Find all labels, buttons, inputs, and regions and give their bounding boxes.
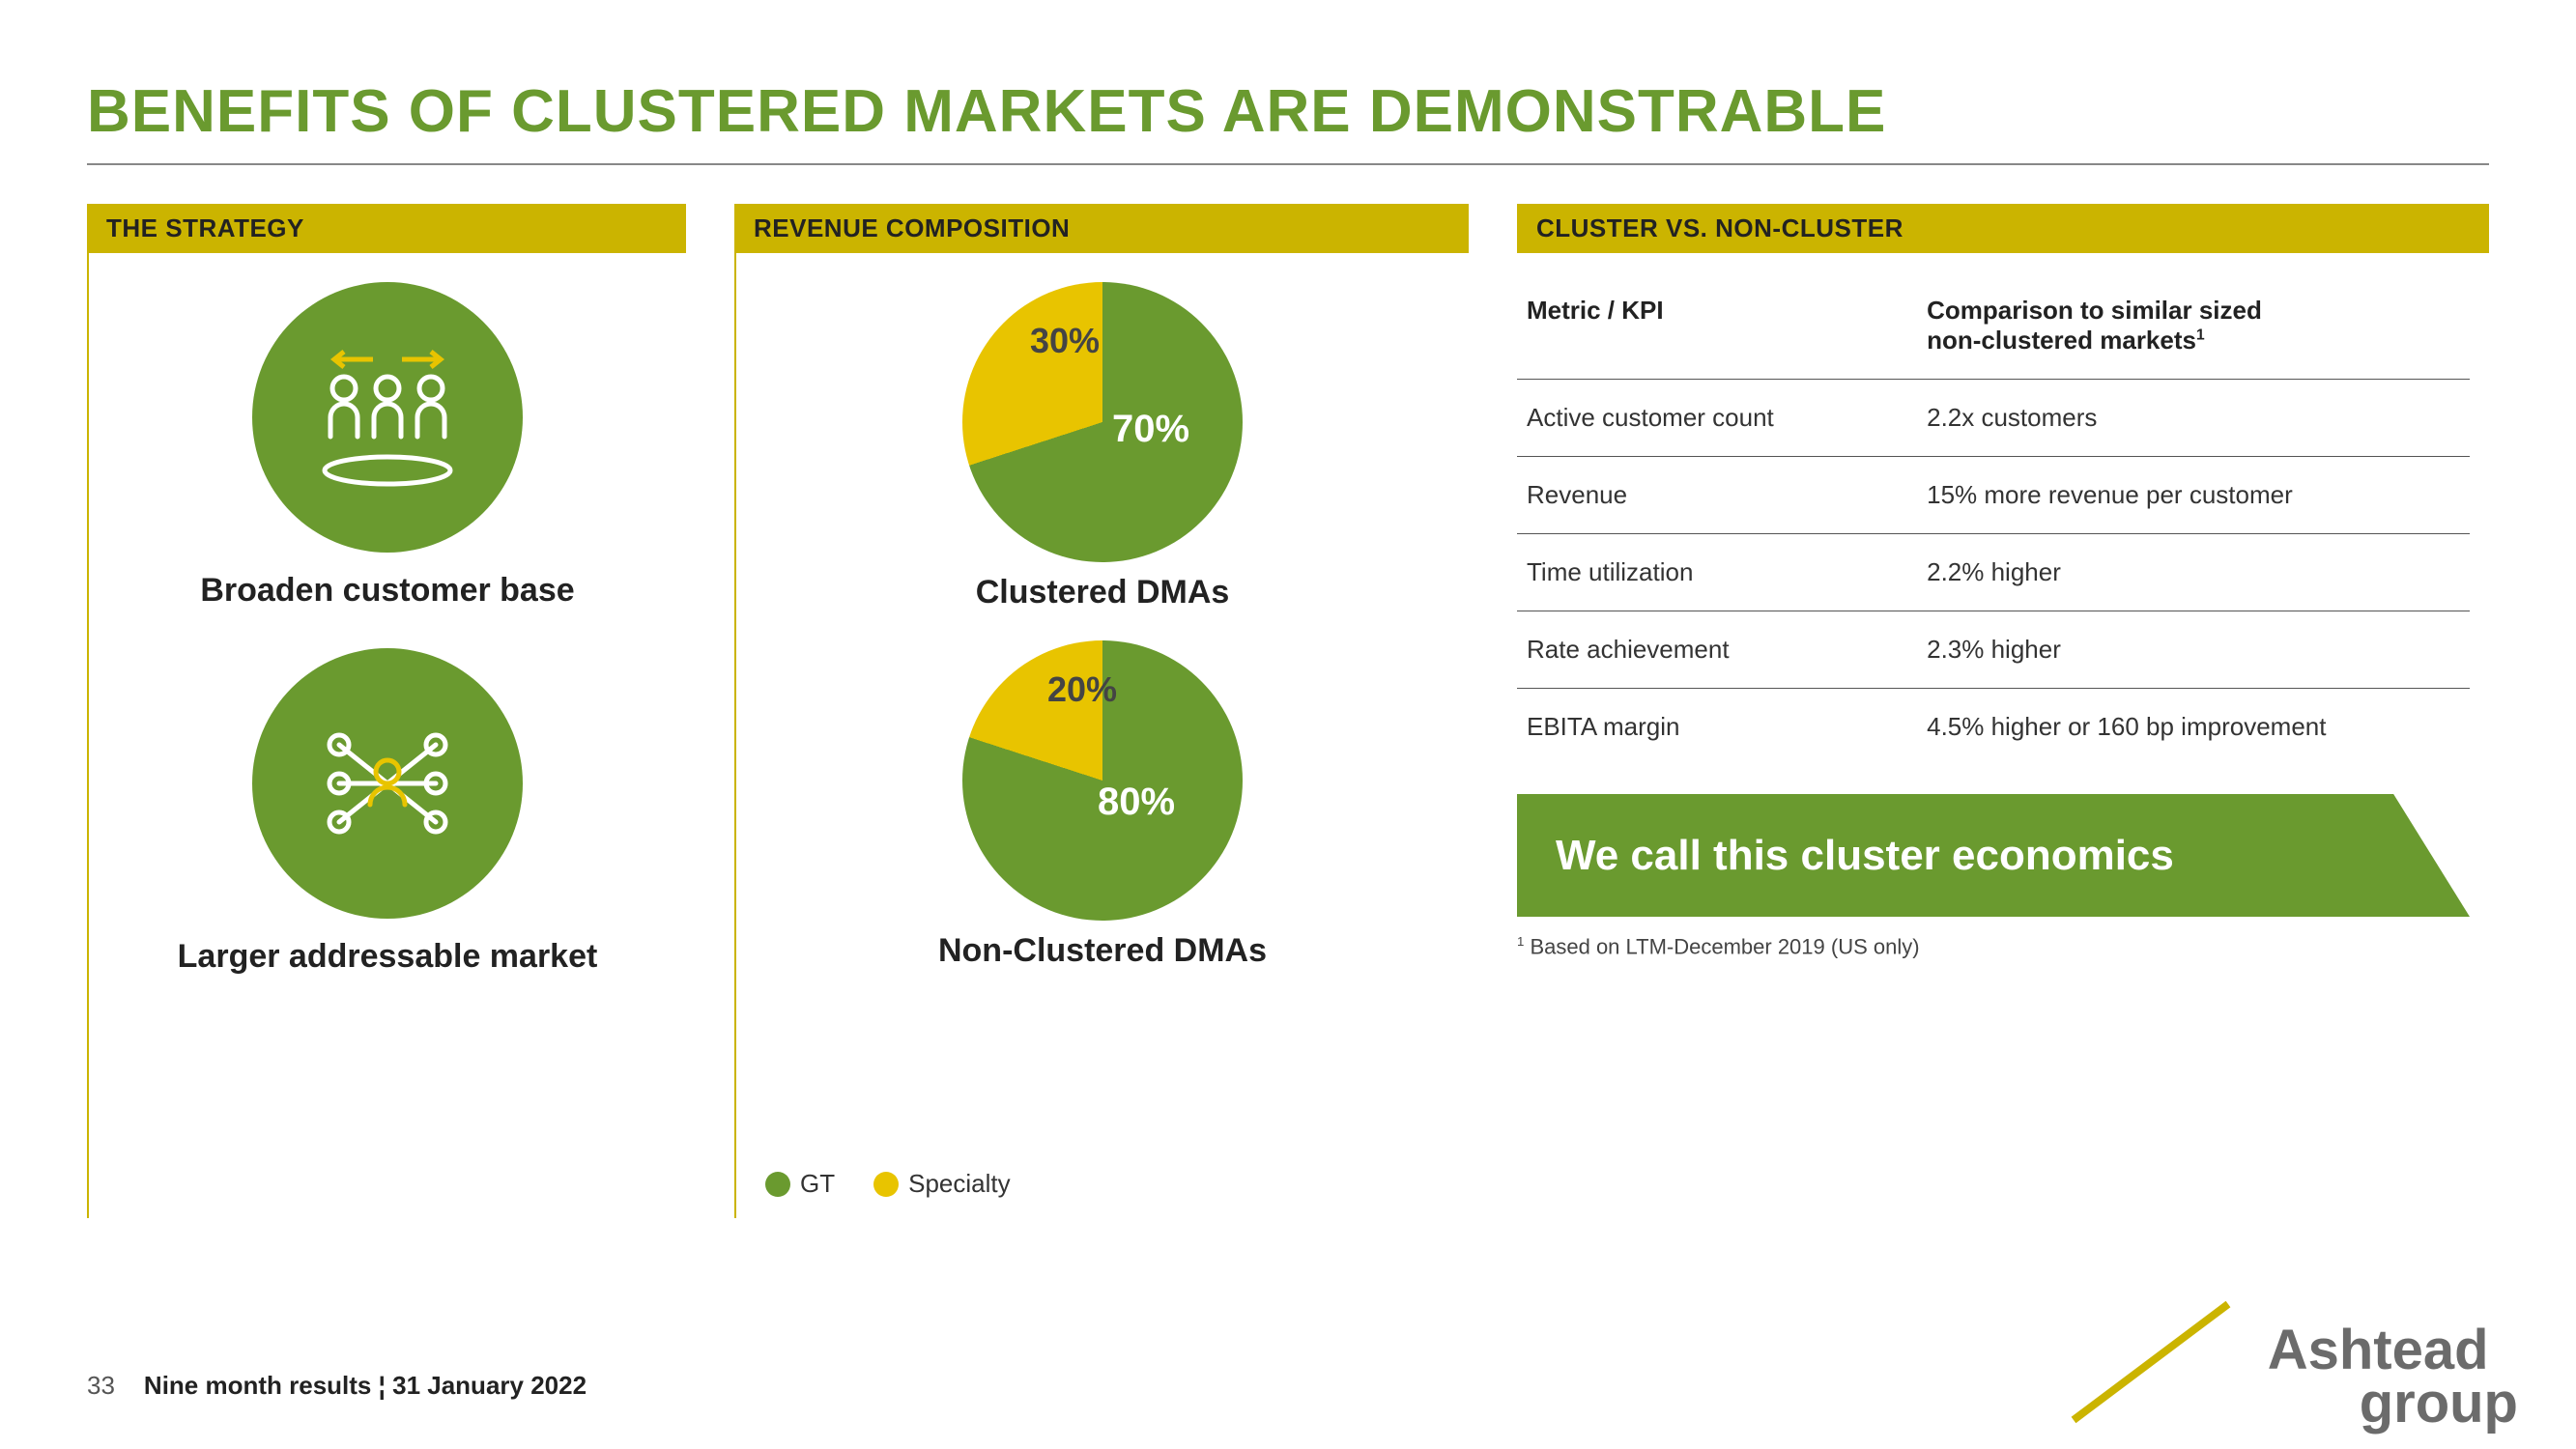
comparison-header: CLUSTER VS. NON-CLUSTER bbox=[1517, 204, 2489, 253]
col2-header-sup: 1 bbox=[2196, 327, 2205, 343]
legend: GT Specialty bbox=[756, 1169, 1449, 1199]
table-col2-header: Comparison to similar sized non-clustere… bbox=[1917, 282, 2470, 380]
revenue-header: REVENUE COMPOSITION bbox=[734, 204, 1469, 253]
footer: 33 Nine month results ¦ 31 January 2022 bbox=[87, 1371, 587, 1401]
table-cell-value: 4.5% higher or 160 bp improvement bbox=[1917, 689, 2470, 766]
pie-nonclustered: 20% 80% Non-Clustered DMAs bbox=[756, 640, 1449, 970]
pie1-major-label: 80% bbox=[1098, 781, 1175, 824]
table-cell-value: 15% more revenue per customer bbox=[1917, 457, 2470, 534]
comparison-table: Metric / KPI Comparison to similar sized… bbox=[1517, 282, 2470, 765]
comparison-column: CLUSTER VS. NON-CLUSTER Metric / KPI Com… bbox=[1517, 204, 2489, 1218]
pie1-minor-label: 20% bbox=[1047, 669, 1117, 710]
comparison-body: Metric / KPI Comparison to similar sized… bbox=[1517, 253, 2489, 1218]
strategy-header: THE STRATEGY bbox=[87, 204, 686, 253]
columns: THE STRATEGY bbox=[87, 204, 2489, 1218]
strategy-item-market: Larger addressable market bbox=[108, 648, 667, 976]
table-cell-metric: Rate achievement bbox=[1517, 611, 1917, 689]
pie0-minor-label: 30% bbox=[1030, 321, 1100, 361]
people-exchange-icon bbox=[252, 282, 523, 553]
table-row: Rate achievement2.3% higher bbox=[1517, 611, 2470, 689]
network-person-icon bbox=[252, 648, 523, 919]
table-row: Time utilization2.2% higher bbox=[1517, 534, 2470, 611]
footnote: 1 Based on LTM-December 2019 (US only) bbox=[1517, 934, 2470, 959]
col2-header-l1: Comparison to similar sized bbox=[1927, 296, 2262, 325]
table-row: EBITA margin4.5% higher or 160 bp improv… bbox=[1517, 689, 2470, 766]
pie-chart-1: 20% 80% bbox=[962, 640, 1243, 921]
table-cell-metric: EBITA margin bbox=[1517, 689, 1917, 766]
footer-text: Nine month results ¦ 31 January 2022 bbox=[144, 1371, 587, 1401]
table-cell-metric: Time utilization bbox=[1517, 534, 1917, 611]
strategy-item-broaden: Broaden customer base bbox=[108, 282, 667, 610]
pie-clustered: 30% 70% Clustered DMAs bbox=[756, 282, 1449, 611]
strategy-column: THE STRATEGY bbox=[87, 204, 686, 1218]
logo-line2: group bbox=[2360, 1377, 2518, 1430]
footnote-text: Based on LTM-December 2019 (US only) bbox=[1524, 934, 1919, 958]
legend-gt: GT bbox=[765, 1169, 835, 1199]
legend-specialty: Specialty bbox=[873, 1169, 1011, 1199]
callout-banner: We call this cluster economics bbox=[1517, 794, 2470, 917]
logo-line1: Ashtead bbox=[2268, 1323, 2489, 1377]
col2-header-l2: non-clustered markets bbox=[1927, 326, 2196, 355]
table-cell-value: 2.3% higher bbox=[1917, 611, 2470, 689]
brand-logo: Ashtead group bbox=[2268, 1323, 2518, 1430]
table-cell-value: 2.2% higher bbox=[1917, 534, 2470, 611]
table-row: Active customer count2.2x customers bbox=[1517, 380, 2470, 457]
page-number: 33 bbox=[87, 1371, 115, 1401]
strategy-label-1: Larger addressable market bbox=[178, 938, 598, 976]
legend-label-gt: GT bbox=[800, 1169, 835, 1199]
pie0-major-label: 70% bbox=[1112, 408, 1189, 451]
table-row: Revenue15% more revenue per customer bbox=[1517, 457, 2470, 534]
title-divider bbox=[87, 163, 2489, 165]
slide-title: BENEFITS OF CLUSTERED MARKETS ARE DEMONS… bbox=[87, 77, 2489, 146]
table-col1-header: Metric / KPI bbox=[1517, 282, 1917, 380]
legend-label-specialty: Specialty bbox=[908, 1169, 1011, 1199]
pie-label-0: Clustered DMAs bbox=[976, 574, 1230, 611]
table-cell-value: 2.2x customers bbox=[1917, 380, 2470, 457]
table-cell-metric: Revenue bbox=[1517, 457, 1917, 534]
revenue-body: 30% 70% Clustered DMAs 20% 80% Non-Clust… bbox=[734, 253, 1469, 1218]
table-body: Active customer count2.2x customersReven… bbox=[1517, 380, 2470, 766]
legend-dot-gt bbox=[765, 1172, 790, 1197]
pie-chart-0: 30% 70% bbox=[962, 282, 1243, 562]
table-cell-metric: Active customer count bbox=[1517, 380, 1917, 457]
logo-slash-icon bbox=[2054, 1294, 2247, 1430]
strategy-label-0: Broaden customer base bbox=[200, 572, 574, 610]
strategy-body: Broaden customer base bbox=[87, 253, 686, 1218]
revenue-column: REVENUE COMPOSITION 30% 70% Clustered DM… bbox=[734, 204, 1469, 1218]
legend-dot-specialty bbox=[873, 1172, 899, 1197]
pie-label-1: Non-Clustered DMAs bbox=[938, 932, 1267, 970]
